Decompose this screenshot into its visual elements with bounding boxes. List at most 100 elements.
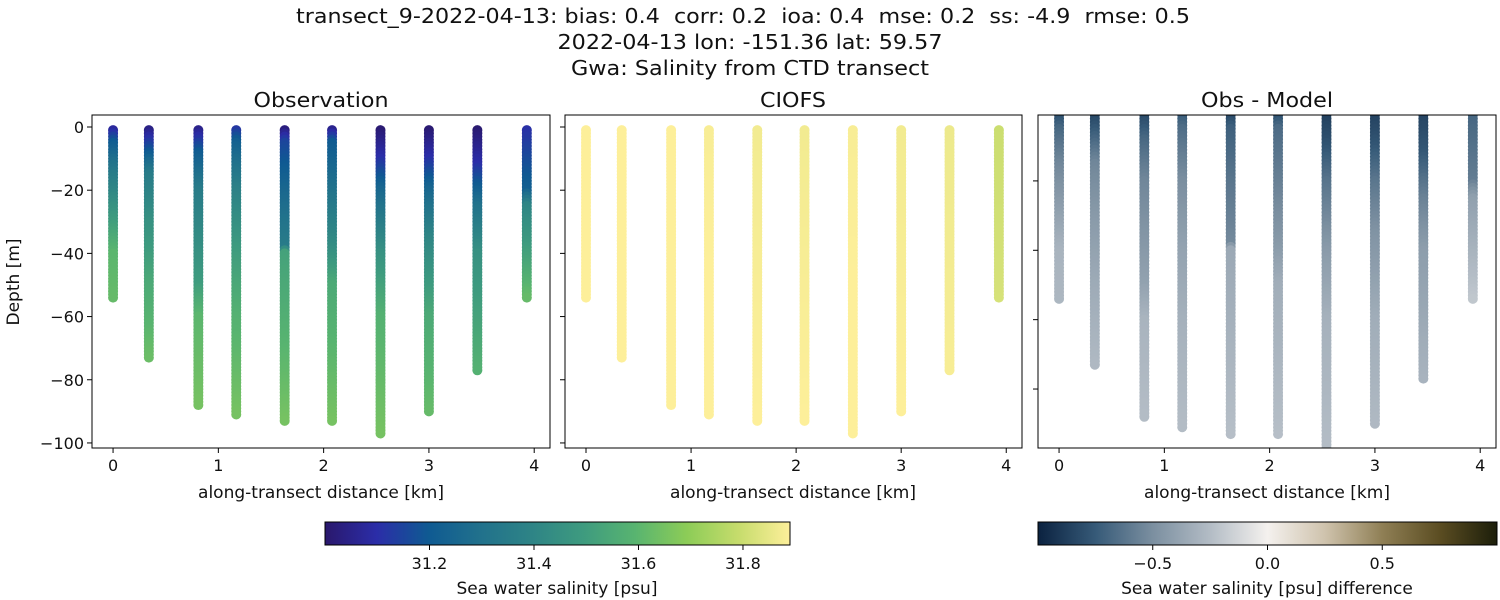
data-point (993, 292, 1004, 303)
station-profile (752, 125, 763, 426)
colorbar-salinity: 31.2 31.4 31.6 31.8 (324, 521, 791, 573)
data-point (1321, 443, 1332, 448)
data-point (616, 352, 627, 363)
data-point (143, 352, 154, 363)
station-profile (521, 125, 532, 303)
panel-difference: 0 1 2 3 4 (1033, 114, 1497, 475)
station-profile (327, 125, 338, 426)
y-tick-label: 0 (74, 118, 84, 137)
station-profile (1418, 115, 1429, 384)
colorbar-tick-label: 0.5 (1370, 554, 1395, 573)
data-point (1369, 418, 1380, 429)
x-tick-label: 2 (791, 456, 801, 475)
data-point (1139, 411, 1150, 422)
x-tick-label: 4 (1475, 456, 1485, 475)
x-tick-label: 4 (529, 456, 539, 475)
station-profile (666, 125, 677, 411)
data-point (193, 400, 204, 411)
data-point (666, 400, 677, 411)
scatter-points (108, 125, 532, 439)
x-axis-label-model: along-transect distance [km] (670, 483, 916, 503)
colorbar-tick-label: −0.5 (1133, 554, 1172, 573)
data-point (896, 406, 907, 417)
station-profile (616, 125, 627, 363)
data-point (1418, 373, 1429, 384)
x-tick-label: 0 (1054, 456, 1064, 475)
data-point (1177, 422, 1188, 433)
station-profile (1273, 115, 1284, 440)
station-profile (1054, 115, 1065, 304)
panel-title-model: CIOFS (760, 88, 826, 112)
scatter-points (581, 125, 1004, 439)
y-tick-label: −80 (50, 371, 84, 390)
data-point (1089, 359, 1100, 370)
colorbar-tick-label: 31.6 (621, 554, 657, 573)
station-profile (944, 125, 955, 376)
y-axis-label: Depth [m] (4, 238, 24, 325)
colorbar-tick-label: 31.8 (725, 554, 761, 573)
station-profile (847, 125, 858, 439)
figure-title: transect_9-2022-04-13: bias: 0.4 corr: 0… (296, 4, 1190, 28)
station-profile (1321, 115, 1332, 448)
data-point (703, 409, 714, 420)
station-profile (1225, 115, 1236, 440)
x-tick-label: 3 (896, 456, 906, 475)
station-profile (799, 125, 810, 426)
scatter-points (1054, 115, 1478, 448)
station-profile (108, 125, 119, 303)
y-tick-label: −60 (50, 308, 84, 327)
colorbar-salinity-label: Sea water salinity [psu] (457, 579, 658, 599)
x-tick-label: 1 (1159, 456, 1169, 475)
station-profile (1089, 115, 1100, 370)
station-profile (1139, 115, 1150, 422)
axes-frame (91, 114, 551, 449)
station-profile (581, 125, 592, 303)
data-point (423, 406, 434, 417)
panel-title-difference: Obs - Model (1201, 88, 1333, 112)
station-profile (993, 125, 1004, 303)
figure-subtitle: 2022-04-13 lon: -151.36 lat: 59.57 (558, 30, 943, 54)
data-point (279, 415, 290, 426)
station-profile (279, 125, 290, 426)
x-axis-label-difference: along-transect distance [km] (1144, 483, 1390, 503)
data-point (944, 365, 955, 376)
x-tick-label: 3 (1370, 456, 1380, 475)
station-profile (143, 125, 154, 363)
colorbar-difference-label: Sea water salinity [psu] difference (1121, 579, 1413, 599)
y-tick-label: −40 (50, 244, 84, 263)
station-profile (423, 125, 434, 417)
x-tick-label: 3 (424, 456, 434, 475)
panel-model: 0 1 2 3 4 (560, 114, 1023, 475)
station-profile (1369, 115, 1380, 429)
station-profile (703, 125, 714, 420)
data-point (1467, 293, 1478, 304)
colorbar-gradient (1037, 521, 1498, 546)
axes-frame (1037, 114, 1497, 449)
data-point (752, 415, 763, 426)
station-profile (896, 125, 907, 417)
station-profile (375, 125, 386, 439)
y-tick-label: −20 (50, 181, 84, 200)
x-tick-label: 1 (686, 456, 696, 475)
x-tick-label: 1 (213, 456, 223, 475)
x-axis-label-observation: along-transect distance [km] (198, 483, 444, 503)
data-point (1225, 429, 1236, 440)
data-point (521, 292, 532, 303)
y-tick-label: −100 (40, 434, 84, 453)
panel-observation: 0 1 2 3 4 0 −20 −40 −60 −80 −100 (40, 114, 551, 475)
data-point (1273, 429, 1284, 440)
panel-title-observation: Observation (254, 88, 389, 112)
x-tick-label: 0 (108, 456, 118, 475)
station-profile (231, 125, 242, 420)
station-profile (472, 125, 483, 376)
figure-source: Gwa: Salinity from CTD transect (571, 56, 929, 80)
axes-frame (564, 114, 1023, 449)
station-profile (1467, 115, 1478, 304)
colorbar-tick-label: 0.0 (1255, 554, 1280, 573)
station-profile (193, 125, 204, 411)
data-point (375, 428, 386, 439)
x-tick-label: 4 (1001, 456, 1011, 475)
colorbar-tick-label: 31.4 (516, 554, 552, 573)
data-point (1054, 293, 1065, 304)
data-point (799, 415, 810, 426)
